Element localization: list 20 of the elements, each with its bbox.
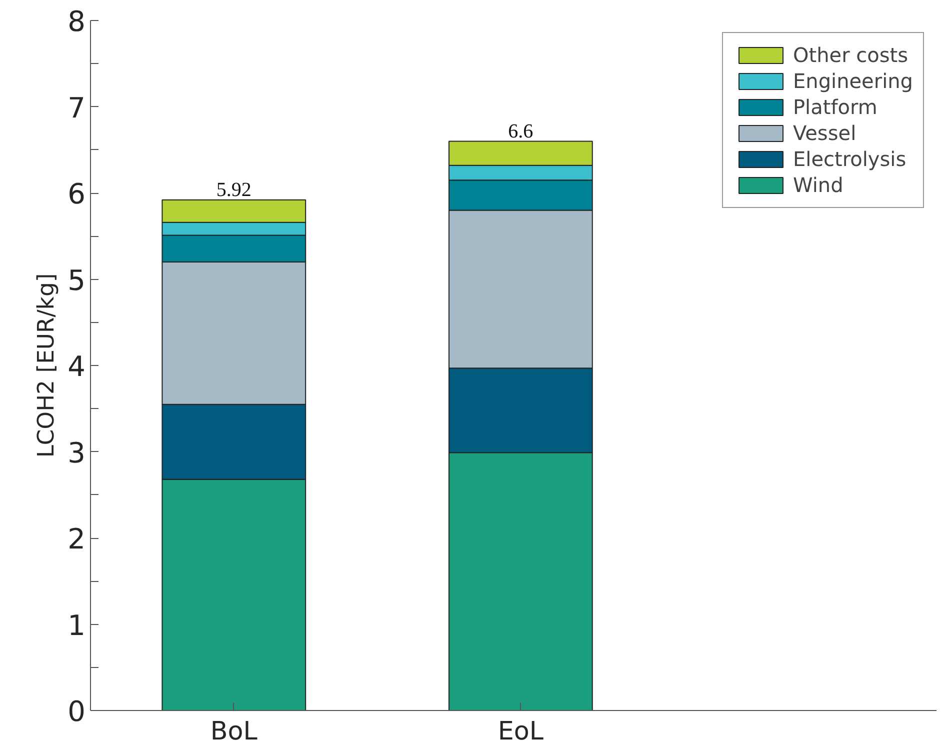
x-tick-label: BoL <box>210 716 258 746</box>
y-tick-label: 7 <box>68 91 86 124</box>
legend-label: Wind <box>793 173 844 197</box>
y-tick-label: 2 <box>68 522 86 556</box>
y-tick-label: 6 <box>68 178 86 210</box>
y-tick-label: 4 <box>68 350 86 383</box>
total-label: 6.6 <box>508 120 534 142</box>
legend-label: Engineering <box>793 69 913 93</box>
legend-label: Platform <box>793 95 878 119</box>
y-tick-label: 3 <box>68 436 86 470</box>
y-tick-label: 1 <box>68 608 86 642</box>
total-label: 5.92 <box>216 178 252 201</box>
legend-label: Vessel <box>793 121 856 145</box>
y-axis-title: LCOH2 [EUR/kg] <box>34 273 60 458</box>
x-tick-label: EoL <box>498 716 544 746</box>
legend-label: Other costs <box>793 43 908 67</box>
y-tick-label: 8 <box>68 5 86 38</box>
y-tick-label: 0 <box>68 695 86 728</box>
y-tick-label: 5 <box>68 264 86 297</box>
legend-label: Electrolysis <box>793 147 906 171</box>
